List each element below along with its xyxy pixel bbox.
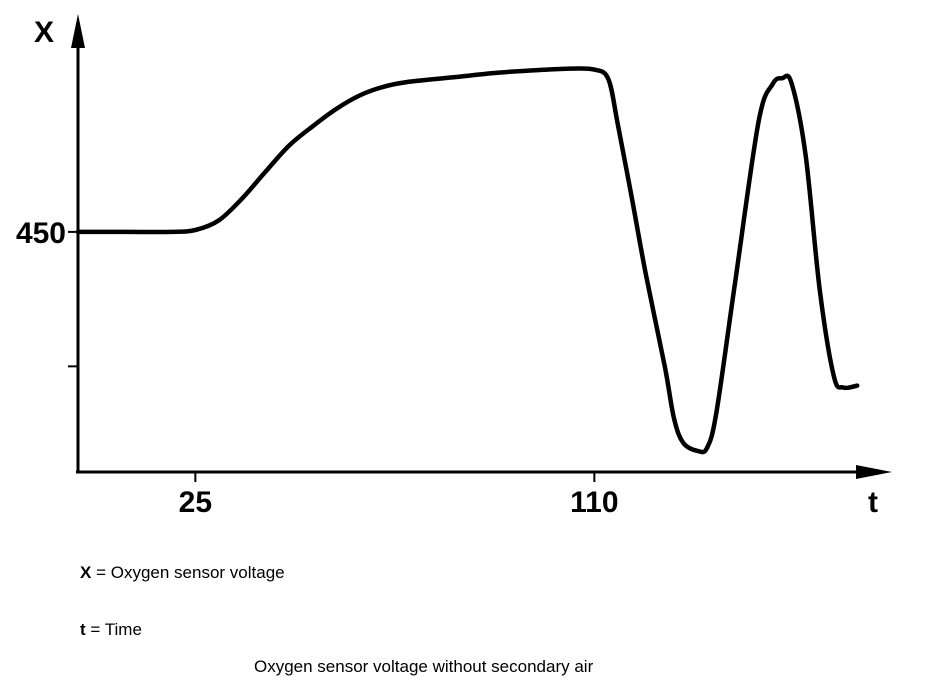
line-chart: X t 450 25 110 <box>16 14 892 519</box>
y-tick-label: 450 <box>16 217 66 250</box>
y-axis-arrow <box>71 14 85 48</box>
series-layer <box>75 66 860 455</box>
x-axis-arrow <box>856 465 892 479</box>
x-tick-label: 110 <box>570 486 618 519</box>
legend-entry-t: t = Time <box>80 620 142 640</box>
y-ticks: 450 <box>16 217 78 368</box>
series-line <box>75 66 860 455</box>
legend-description: Oxygen sensor voltage <box>110 563 285 582</box>
legend-separator: = <box>90 620 101 639</box>
legend-symbol: X <box>80 563 92 582</box>
x-ticks: 25 110 <box>179 472 619 519</box>
y-axis-letter: X <box>34 16 54 49</box>
x-axis-letter: t <box>868 486 878 519</box>
legend-symbol: t <box>80 620 86 639</box>
legend-separator: = <box>96 563 107 582</box>
x-tick-label: 25 <box>179 486 212 519</box>
legend-description: Time <box>104 620 142 639</box>
figure-caption: Oxygen sensor voltage without secondary … <box>254 657 594 676</box>
legend-entry-x: X = Oxygen sensor voltage <box>80 563 285 583</box>
